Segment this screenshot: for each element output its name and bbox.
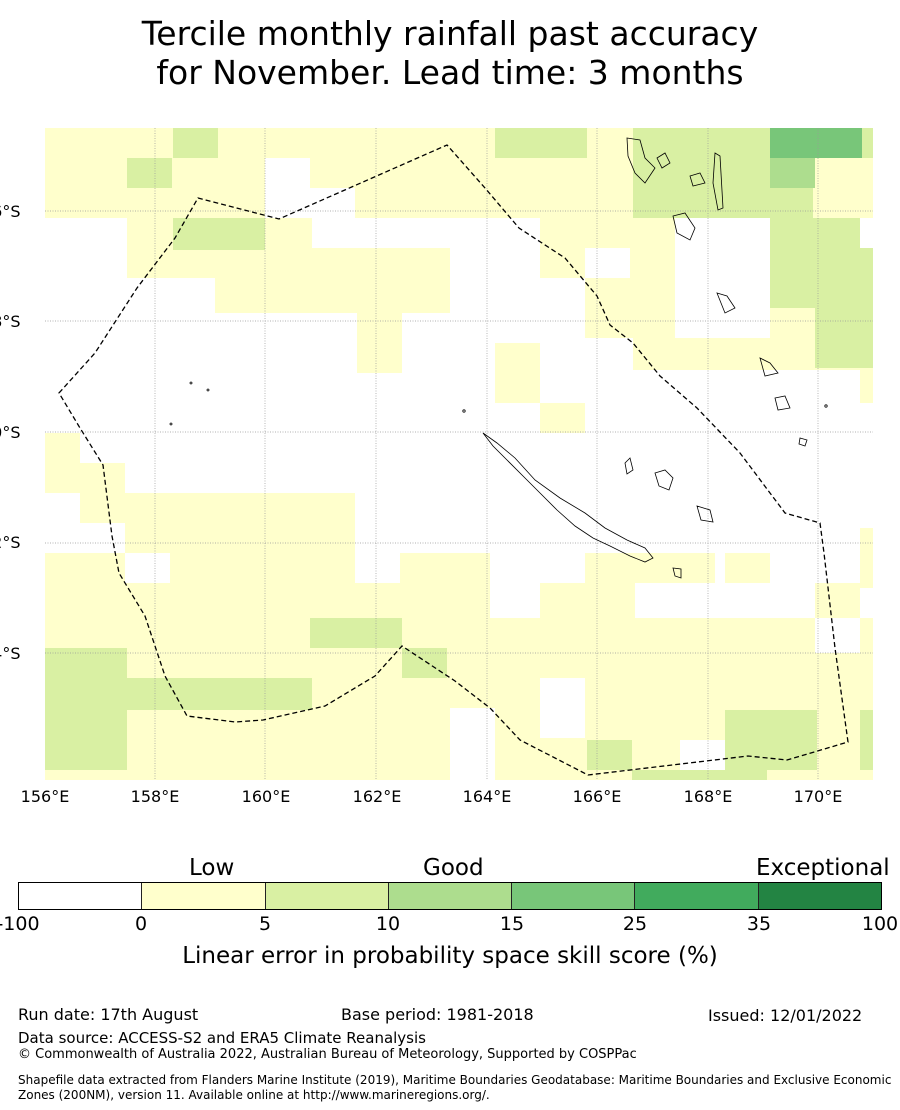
- colorbar-swatch-5: [512, 883, 636, 909]
- loyalty-island-2: [654, 469, 674, 491]
- vanuatu-south-1: [716, 292, 736, 314]
- islet-1: [672, 567, 682, 579]
- vanuatu-islands-3: [689, 172, 706, 187]
- islet-4: [189, 381, 193, 385]
- skill-grid: [45, 128, 873, 780]
- colorbar-tick-6: 35: [746, 913, 772, 935]
- title-line-1: Tercile monthly rainfall past accuracy: [141, 14, 759, 53]
- loyalty-island-1: [624, 457, 634, 475]
- loyalty-island-3: [696, 505, 714, 523]
- colorbar-swatch-1: [19, 883, 143, 909]
- lon-label-166e: 166°E: [572, 787, 622, 806]
- map-canvas: [45, 128, 873, 780]
- map-title: Tercile monthly rainfall past accuracy f…: [0, 14, 900, 92]
- lon-label-156e: 156°E: [20, 787, 70, 806]
- shapefile-credit: Shapefile data extracted from Flanders M…: [18, 1073, 892, 1102]
- colorbar-tick-7: 100: [861, 913, 899, 935]
- colorbar-tick-2: 5: [258, 913, 272, 935]
- lon-label-168e: 168°E: [683, 787, 733, 806]
- lon-label-158e: 158°E: [130, 787, 180, 806]
- run-date: Run date: 17th August: [18, 1005, 199, 1024]
- colorbar-category-exceptional: Exceptional: [756, 855, 890, 881]
- colorbar-category-good: Good: [423, 855, 484, 881]
- colorbar-category-low: Low: [189, 855, 235, 881]
- colorbar-swatch-3: [265, 883, 389, 909]
- coastlines: [169, 137, 828, 579]
- colorbar-tick-1: 0: [134, 913, 148, 935]
- lat-label-22s: 22°S: [0, 533, 21, 552]
- colorbar-tick-4: 15: [499, 913, 525, 935]
- colorbar-swatch-4: [388, 883, 513, 909]
- colorbar-tick-0: -100: [0, 913, 40, 935]
- data-source: Data source: ACCESS-S2 and ERA5 Climate …: [18, 1029, 426, 1047]
- colorbar-tick-5: 25: [622, 913, 648, 935]
- lon-label-164e: 164°E: [462, 787, 512, 806]
- vanuatu-islands-2: [712, 152, 724, 211]
- lon-label-170e: 170°E: [793, 787, 843, 806]
- graticule: [45, 128, 873, 780]
- colorbar-tick-3: 10: [375, 913, 401, 935]
- colorbar-title: Linear error in probability space skill …: [182, 943, 718, 969]
- lat-label-16s: 16°S: [0, 202, 21, 221]
- lat-label-24s: 24°S: [0, 644, 21, 663]
- copyright: © Commonwealth of Australia 2022, Austra…: [18, 1047, 637, 1062]
- vanuatu-south-2: [759, 357, 779, 377]
- base-period: Base period: 1981-2018: [341, 1005, 534, 1024]
- new-caledonia-coast: [482, 432, 654, 563]
- lat-label-20s: 20°S: [0, 423, 21, 442]
- vanuatu-mid: [672, 212, 696, 241]
- title-line-2: for November. Lead time: 3 months: [156, 53, 744, 92]
- vanuatu-south-3: [774, 395, 791, 411]
- islet-2: [798, 437, 808, 447]
- lon-label-162e: 162°E: [352, 787, 402, 806]
- lat-label-18s: 18°S: [0, 312, 21, 331]
- islet-3: [824, 404, 828, 408]
- eez-boundary: [58, 144, 849, 776]
- colorbar-swatch-7: [758, 883, 881, 909]
- issued-date: Issued: 12/01/2022: [708, 1006, 863, 1025]
- colorbar-swatch-2: [142, 883, 266, 909]
- colorbar-swatch-6: [635, 883, 759, 909]
- islet-6: [169, 422, 173, 426]
- skill-map: [45, 128, 873, 780]
- vanuatu-north: [626, 137, 656, 184]
- colorbar: [18, 882, 882, 910]
- islet-5: [206, 388, 210, 392]
- vanuatu-islands-1: [656, 152, 671, 169]
- lon-label-160e: 160°E: [241, 787, 291, 806]
- islet-7: [462, 409, 466, 413]
